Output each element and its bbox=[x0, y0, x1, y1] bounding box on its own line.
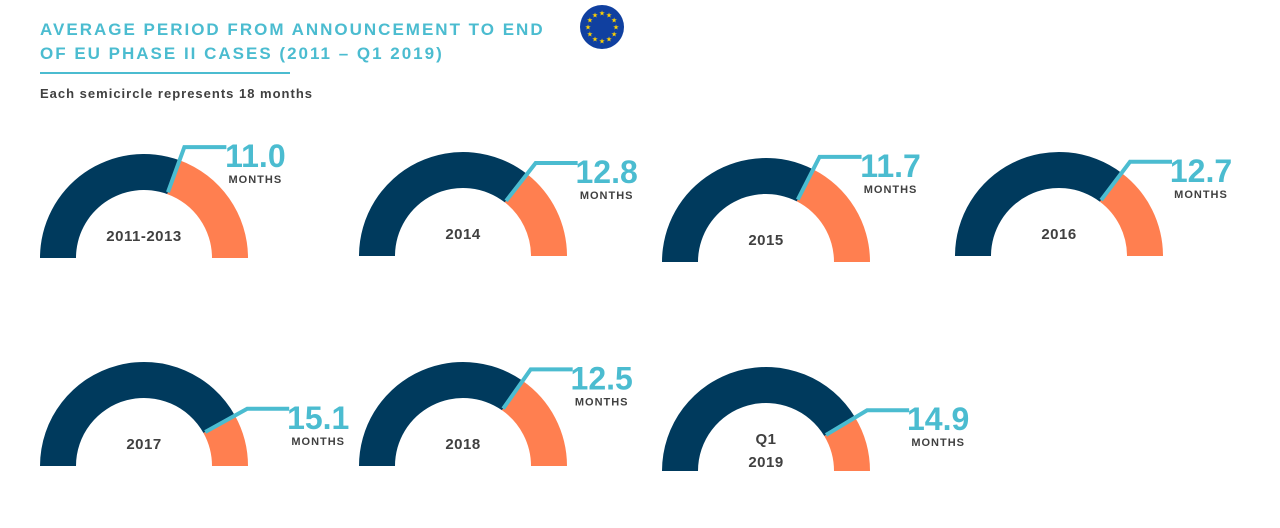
gauge-period-label: 2015 bbox=[748, 232, 783, 249]
gauge-period-label: 2019 bbox=[748, 454, 783, 471]
gauge-unit-label: MONTHS bbox=[291, 436, 345, 448]
chart-subtitle: Each semicircle represents 18 months bbox=[40, 86, 314, 101]
flag-star: ★ bbox=[585, 24, 591, 32]
gauge-leader-line bbox=[795, 154, 862, 201]
gauge-unit-label: MONTHS bbox=[580, 190, 634, 202]
gauge-period-label: 2018 bbox=[445, 436, 480, 453]
gauge-leader-line bbox=[501, 367, 573, 410]
gauge-period-label: 2016 bbox=[1041, 226, 1076, 243]
gauge-remaining-arc bbox=[796, 169, 870, 262]
gauge-filled-arc bbox=[955, 151, 1122, 256]
flag-star: ★ bbox=[611, 31, 617, 39]
gauge-value-label: 14.9 bbox=[907, 401, 969, 437]
gauge-value-label: 12.7 bbox=[1170, 153, 1232, 189]
flag-star: ★ bbox=[613, 24, 619, 32]
gauge-value-label: 11.7 bbox=[860, 148, 921, 184]
flag-star: ★ bbox=[611, 17, 617, 25]
gauge-remaining-arc bbox=[502, 380, 567, 466]
gauge-filled-arc bbox=[359, 362, 523, 466]
gauge-filled-arc bbox=[662, 366, 856, 471]
gauge-remaining-arc bbox=[504, 174, 567, 256]
gauge-unit-label: MONTHS bbox=[864, 184, 918, 196]
gauge-remaining-arc bbox=[1099, 172, 1163, 256]
gauge-filled-arc bbox=[662, 158, 814, 262]
gauge-period-label: Q1 bbox=[755, 431, 776, 448]
gauge-filled-arc bbox=[40, 153, 180, 258]
eu-flag-icon: ★ ★★★★★★★★★★★ bbox=[580, 5, 624, 49]
flag-star: ★ bbox=[599, 10, 605, 18]
flag-star: ★ bbox=[587, 17, 593, 25]
gauge-value-label: 12.8 bbox=[576, 154, 638, 190]
gauge-value-label: 15.1 bbox=[287, 400, 349, 436]
gauge-leader-line bbox=[166, 145, 227, 193]
gauge-unit-label: MONTHS bbox=[1174, 189, 1228, 201]
gauge-value-label: 11.0 bbox=[225, 138, 286, 174]
gauge-unit-label: MONTHS bbox=[229, 174, 283, 186]
flag-star: ★ bbox=[606, 11, 612, 19]
chart-title-line1: AVERAGE PERIOD FROM ANNOUNCEMENT TO END bbox=[40, 20, 545, 39]
flag-star: ★ bbox=[592, 36, 598, 44]
chart-title-line2: OF EU PHASE II CASES (2011 – Q1 2019) bbox=[40, 44, 444, 63]
gauge-leader-line bbox=[1099, 159, 1173, 202]
gauge-leader-line bbox=[204, 406, 290, 434]
flag-star: ★ bbox=[599, 38, 605, 46]
gauge-period-label: 2017 bbox=[126, 436, 161, 453]
title-underline bbox=[40, 72, 290, 74]
gauge-leader-line bbox=[824, 408, 910, 437]
gauge-period-label: 2014 bbox=[445, 226, 481, 243]
gauge-remaining-arc bbox=[167, 160, 248, 258]
gauge-unit-label: MONTHS bbox=[575, 396, 629, 408]
gauge-filled-arc bbox=[359, 152, 528, 256]
gauge-unit-label: MONTHS bbox=[911, 437, 965, 449]
gauge-period-label: 2011-2013 bbox=[106, 228, 181, 245]
gauge-value-label: 12.5 bbox=[571, 360, 633, 396]
flag-star: ★ bbox=[587, 31, 593, 39]
gauge-filled-arc bbox=[40, 362, 235, 466]
chart-title: AVERAGE PERIOD FROM ANNOUNCEMENT TO END … bbox=[40, 18, 545, 66]
gauge-leader-line bbox=[504, 161, 578, 203]
flag-star: ★ bbox=[592, 11, 598, 19]
flag-star: ★ bbox=[606, 36, 612, 44]
